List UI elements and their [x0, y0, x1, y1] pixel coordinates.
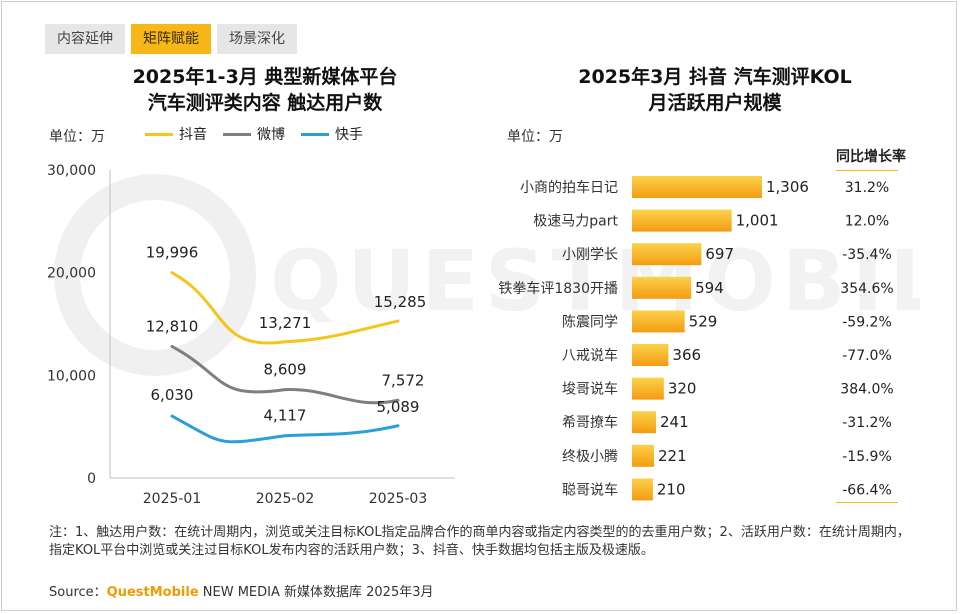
- legend-douyin-swatch: [145, 132, 173, 136]
- bar-category-label: 终极小腾: [562, 448, 618, 465]
- bar-category-label: 小商的拍车日记: [520, 179, 618, 196]
- right-chart-title: 2025年3月 抖音 汽车测评KOL 月活跃用户规模: [500, 64, 930, 116]
- y-tick-label: 0: [87, 471, 96, 487]
- tab-content-extension[interactable]: 内容延伸: [45, 24, 125, 54]
- bar-value-label: 320: [668, 380, 697, 398]
- left-chart-title: 2025年1-3月 典型新媒体平台 汽车测评类内容 触达用户数: [60, 64, 470, 116]
- bar-value-label: 221: [658, 447, 687, 465]
- bar-value-label: 1,306: [766, 178, 809, 196]
- y-tick-label: 10,000: [47, 368, 96, 384]
- right-chart-title-line1: 2025年3月 抖音 汽车测评KOL: [578, 66, 852, 88]
- growth-rate-value: 12.0%: [845, 214, 889, 230]
- legend-kuaishou-swatch: [301, 132, 329, 136]
- growth-rate-value: -15.9%: [842, 449, 892, 465]
- growth-rate-value: -59.2%: [842, 314, 892, 330]
- bar-category-label: 极速马力part: [533, 214, 618, 230]
- legend-kuaishou: 快手: [301, 124, 363, 144]
- tab-bar: 内容延伸 矩阵赋能 场景深化: [45, 24, 297, 54]
- legend-douyin: 抖音: [145, 124, 207, 144]
- bar-category-label: 埈哥说车: [562, 381, 618, 398]
- bar: [632, 276, 692, 299]
- bar-category-label: 八戒说车: [562, 347, 618, 364]
- y-tick-label: 20,000: [47, 266, 96, 282]
- x-tick-label: 2025-03: [369, 491, 428, 507]
- right-chart-title-line2: 月活跃用户规模: [648, 92, 782, 114]
- left-unit-label: 单位：万: [49, 129, 105, 145]
- data-label-weibo: 8,609: [264, 361, 307, 379]
- data-label-kuaishou: 5,089: [377, 398, 420, 416]
- bar: [632, 377, 664, 400]
- tab-matrix-empowerment[interactable]: 矩阵赋能: [131, 24, 211, 54]
- data-label-douyin: 13,271: [259, 314, 312, 332]
- bar-category-label: 小刚学长: [562, 247, 618, 263]
- growth-rate-value: 31.2%: [845, 180, 889, 196]
- series-line-douyin: [170, 271, 400, 345]
- growth-rate-value: -66.4%: [842, 482, 892, 498]
- growth-bottom-line: [836, 502, 898, 503]
- data-label-douyin: 19,996: [146, 244, 199, 262]
- series-line-weibo: [170, 344, 400, 405]
- growth-rate-value: 354.6%: [840, 281, 893, 297]
- bar-value-label: 529: [689, 312, 718, 330]
- data-label-weibo: 7,572: [382, 371, 425, 389]
- bar-value-label: 366: [672, 346, 701, 364]
- line-legend: 抖音 微博 快手: [145, 124, 363, 144]
- bar-category-label: 铁拳车评1830开播: [498, 280, 618, 297]
- x-tick-label: 2025-01: [143, 491, 202, 507]
- legend-weibo-swatch: [223, 132, 251, 136]
- data-label-douyin: 15,285: [374, 293, 427, 311]
- bar: [632, 344, 669, 366]
- bar-category-label: 陈震同学: [562, 313, 618, 330]
- bar: [632, 209, 732, 232]
- growth-rate-value: -77.0%: [842, 348, 892, 364]
- source-rest: NEW MEDIA 新媒体数据库 2025年3月: [198, 585, 434, 600]
- growth-rate-value: -31.2%: [842, 415, 892, 431]
- source-brand: QuestMobile: [106, 585, 199, 600]
- growth-rate-value: 384.0%: [840, 382, 893, 398]
- tab-scene-deepening[interactable]: 场景深化: [217, 24, 297, 54]
- data-label-kuaishou: 4,117: [264, 407, 307, 425]
- series-line-kuaishou: [170, 414, 400, 444]
- bar-value-label: 697: [705, 245, 734, 263]
- right-unit-label: 单位：万: [507, 129, 563, 145]
- legend-weibo: 微博: [223, 124, 285, 144]
- bar-value-label: 594: [695, 279, 724, 297]
- footnote: 注：1、触达用户数：在统计周期内，浏览或关注目标KOL指定品牌合作的商单内容或指…: [49, 525, 910, 558]
- legend-weibo-label: 微博: [257, 127, 285, 143]
- x-tick-label: 2025-02: [256, 491, 315, 507]
- y-tick-label: 30,000: [47, 163, 96, 179]
- left-chart-title-line1: 2025年1-3月 典型新媒体平台: [132, 66, 398, 88]
- bar: [632, 444, 654, 467]
- bar-category-label: 聪哥说车: [562, 481, 618, 498]
- data-label-weibo: 12,810: [146, 317, 199, 335]
- legend-douyin-label: 抖音: [179, 127, 207, 143]
- bar-category-label: 希哥撩车: [562, 414, 618, 431]
- bar: [632, 411, 656, 434]
- data-label-kuaishou: 6,030: [151, 386, 194, 404]
- source-line: Source：QuestMobile NEW MEDIA 新媒体数据库 2025…: [49, 581, 434, 600]
- source-prefix: Source：: [49, 585, 107, 600]
- growth-rate-value: -35.4%: [842, 247, 892, 263]
- bar: [632, 478, 653, 501]
- bar-value-label: 210: [657, 480, 686, 498]
- legend-kuaishou-label: 快手: [335, 127, 363, 143]
- bar-value-label: 241: [660, 413, 689, 431]
- left-chart-title-line2: 汽车测评类内容 触达用户数: [147, 92, 383, 114]
- bar: [632, 243, 702, 266]
- bar: [632, 176, 762, 198]
- bar-value-label: 1,001: [736, 212, 779, 230]
- growth-rate-header: 同比增长率: [836, 149, 906, 165]
- growth-header-underline: [836, 170, 898, 171]
- bar: [632, 310, 685, 333]
